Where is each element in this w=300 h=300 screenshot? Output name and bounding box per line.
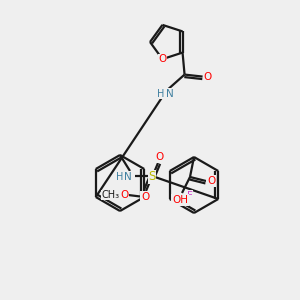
Text: O: O	[203, 72, 212, 82]
Text: H: H	[157, 88, 164, 99]
Text: O: O	[120, 190, 128, 200]
Text: OH: OH	[172, 195, 188, 205]
Text: O: O	[207, 176, 215, 186]
Text: O: O	[155, 152, 163, 162]
Text: N: N	[166, 88, 173, 99]
Text: O: O	[158, 54, 166, 64]
Text: O: O	[141, 192, 149, 202]
Text: S: S	[148, 170, 156, 184]
Text: N: N	[124, 172, 132, 182]
Text: CH₃: CH₃	[101, 190, 119, 200]
Text: F: F	[187, 191, 193, 201]
Text: H: H	[116, 172, 124, 182]
